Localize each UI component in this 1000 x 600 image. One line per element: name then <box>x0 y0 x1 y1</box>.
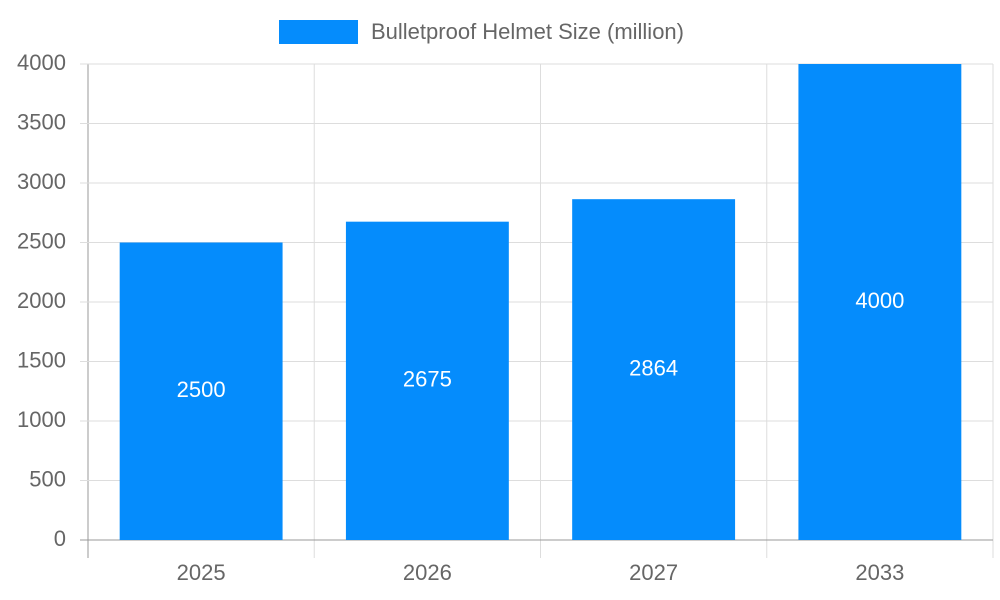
x-tick-label: 2033 <box>855 560 904 585</box>
data-label: 2675 <box>403 367 452 392</box>
y-tick-label: 4000 <box>17 50 66 75</box>
bar <box>798 64 962 540</box>
y-tick-label: 3000 <box>17 169 66 194</box>
y-tick-label: 0 <box>54 526 66 551</box>
x-tick-label: 2025 <box>177 560 226 585</box>
y-tick-label: 500 <box>29 466 66 491</box>
legend-swatch <box>279 20 358 44</box>
data-label: 2864 <box>629 355 678 380</box>
legend-label: Bulletproof Helmet Size (million) <box>371 19 684 44</box>
y-tick-label: 1000 <box>17 407 66 432</box>
bar <box>119 242 283 540</box>
y-tick-label: 2500 <box>17 228 66 253</box>
x-tick-label: 2027 <box>629 560 678 585</box>
y-tick-label: 3500 <box>17 109 66 134</box>
y-tick-label: 2000 <box>17 288 66 313</box>
x-tick-label: 2026 <box>403 560 452 585</box>
legend: Bulletproof Helmet Size (million) <box>279 19 684 44</box>
data-label: 2500 <box>177 377 226 402</box>
y-tick-label: 1500 <box>17 347 66 372</box>
bar <box>572 199 736 540</box>
data-label: 4000 <box>855 288 904 313</box>
bar <box>345 221 509 541</box>
